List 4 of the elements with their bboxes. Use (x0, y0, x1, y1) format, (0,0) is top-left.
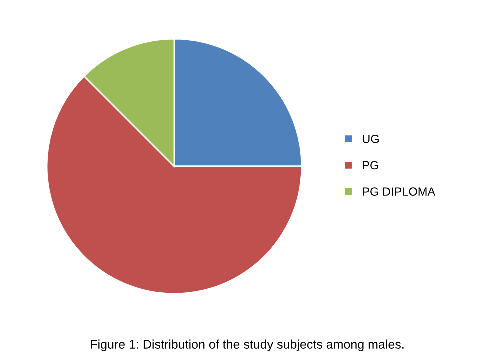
legend-label: PG DIPLOMA (363, 188, 436, 196)
legend-label: UG (363, 134, 379, 144)
caption: Figure 1: Distribution of the study subjects among males. (91, 340, 404, 352)
legend-label: PG (363, 161, 378, 170)
